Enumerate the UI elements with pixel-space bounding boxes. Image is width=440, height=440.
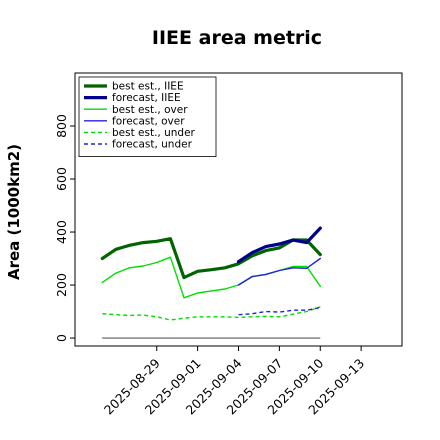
legend-label-2: best est., over [112, 104, 188, 116]
legend-label-1: forecast, IIEE [112, 92, 181, 104]
series-line-3 [237, 257, 321, 286]
plot-frame [74, 72, 403, 347]
series-line-4 [102, 306, 321, 321]
chart-title: IIEE area metric [152, 27, 322, 49]
y-axis-label: Area (1000km2) [5, 144, 23, 280]
series-line-1 [236, 226, 322, 264]
series-line-0 [100, 237, 322, 280]
y-tick-label: 800 [54, 114, 69, 138]
y-tick-label: 0 [54, 334, 69, 342]
legend-label-0: best est., IIEE [112, 81, 184, 93]
y-tick-label: 600 [54, 167, 69, 191]
legend-label-3: forecast, over [112, 115, 185, 127]
legend-label-5: forecast, under [112, 139, 193, 151]
y-tick-label: 400 [54, 220, 69, 244]
y-tick-label: 200 [54, 273, 69, 297]
legend-label-4: best est., under [112, 127, 196, 139]
